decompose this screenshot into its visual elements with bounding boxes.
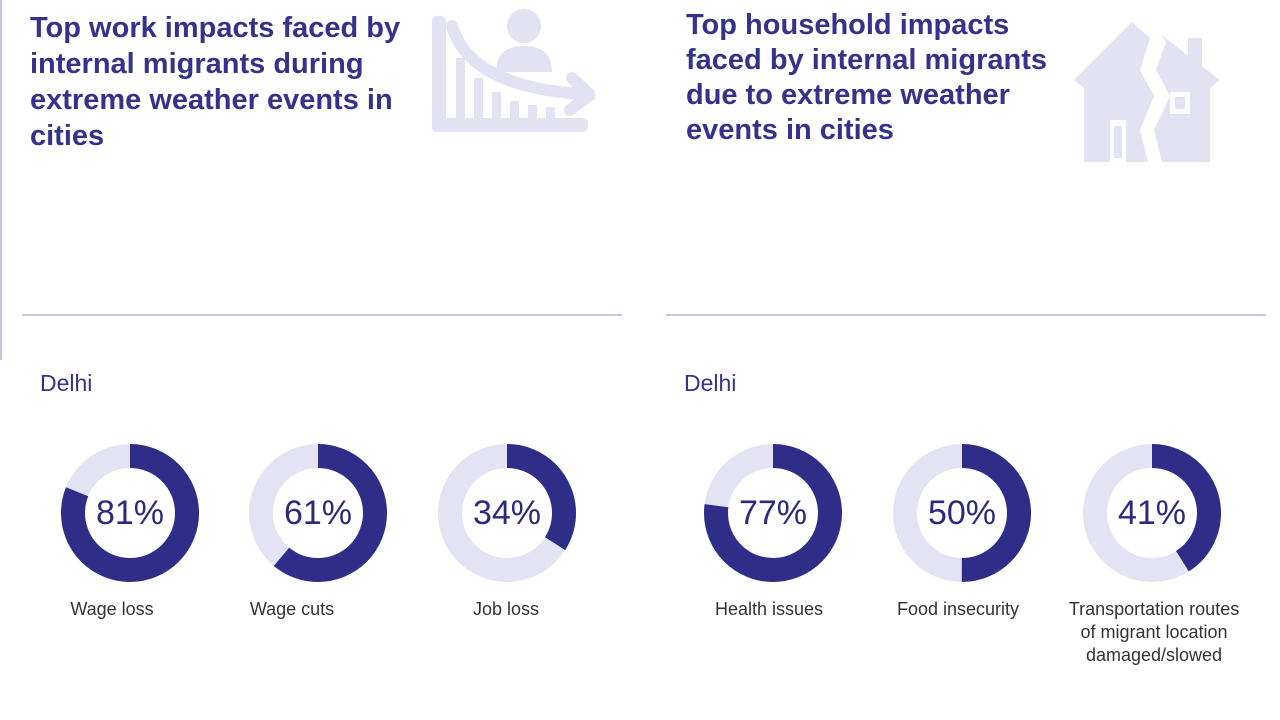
section-divider xyxy=(666,314,1266,316)
donut-slice xyxy=(61,444,199,582)
donut-value: 77% xyxy=(738,493,808,532)
donut-category-label: Job loss xyxy=(472,599,540,619)
donut-transportation-routes: 41% xyxy=(1082,443,1222,583)
donut-value: 41% xyxy=(1117,493,1187,532)
donut-value: 34% xyxy=(472,493,542,532)
damaged-house-icon xyxy=(1070,8,1225,171)
city-label: Delhi xyxy=(684,370,737,396)
donut-category-label: Wage cuts xyxy=(249,599,335,619)
panel-title: Top household impacts faced by internal … xyxy=(686,9,1047,146)
donut-value: 61% xyxy=(283,493,353,532)
city-label: Delhi xyxy=(40,370,93,396)
donut-slice xyxy=(893,444,1031,582)
donut-value: 50% xyxy=(927,493,997,532)
household-impacts-panel: Top household impacts faced by internal … xyxy=(640,0,1280,720)
panel-title: Top work impacts faced by internal migra… xyxy=(30,12,401,152)
donut-value: 81% xyxy=(95,493,165,532)
donut-category-label: Health issues xyxy=(714,599,824,619)
donut-wage-cuts: 61% xyxy=(248,443,388,583)
donut-slice xyxy=(249,444,387,582)
donut-category-label: Food insecurity xyxy=(896,599,1020,619)
donut-food-insecurity: 50% xyxy=(892,443,1032,583)
donut-slice xyxy=(1083,444,1221,582)
donut-health-issues: 77% xyxy=(703,443,843,583)
donut-slice xyxy=(704,444,842,582)
left-border xyxy=(0,0,2,360)
section-divider xyxy=(22,314,622,316)
declining-graph-person-icon xyxy=(430,6,596,141)
donut-slice xyxy=(438,444,576,582)
donut-wage-loss: 81% xyxy=(60,443,200,583)
donut-category-label: Transportation routes of migrant locatio… xyxy=(1068,599,1240,665)
donut-job-loss: 34% xyxy=(437,443,577,583)
donut-category-label: Wage loss xyxy=(70,599,154,619)
work-impacts-panel: Top work impacts faced by internal migra… xyxy=(0,0,622,619)
